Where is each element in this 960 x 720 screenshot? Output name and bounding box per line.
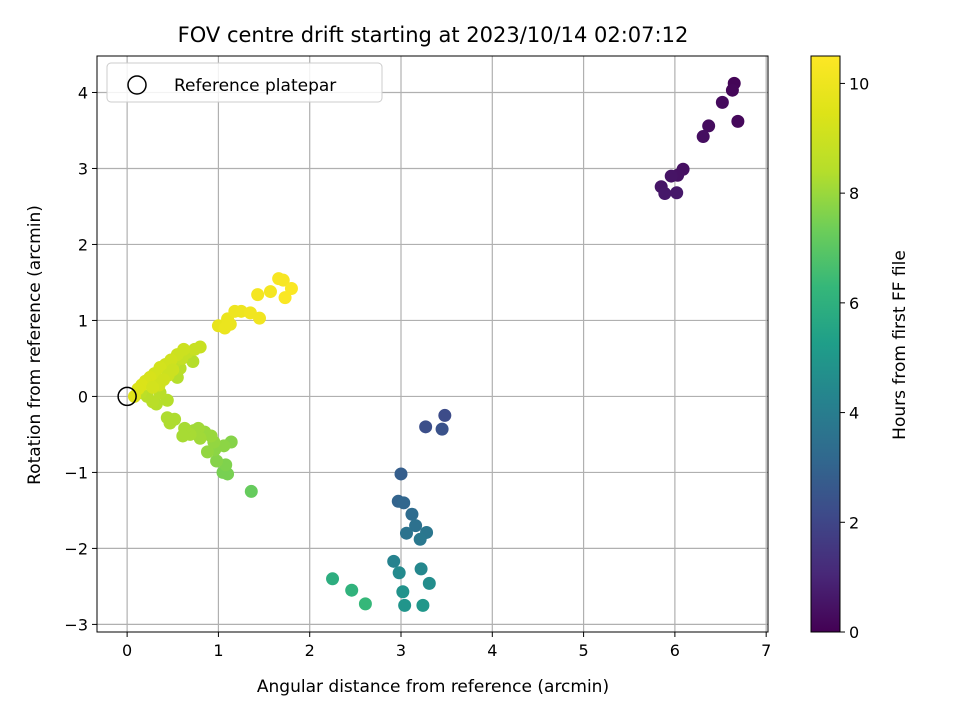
colorbar-gradient (810, 55, 841, 633)
scatter-point (413, 532, 427, 546)
colorbar-label: Hours from first FF file (890, 250, 910, 440)
scatter-point (715, 95, 729, 109)
x-tick-label: 5 (578, 641, 588, 660)
scatter-point (345, 583, 359, 597)
x-axis-ticks: 0 1 2 3 4 5 6 7 (122, 632, 771, 660)
y-axis-label: Rotation from reference (arcmin) (25, 205, 45, 485)
x-tick-label: 2 (305, 641, 315, 660)
scatter-point (193, 340, 207, 354)
scatter-point (725, 83, 739, 97)
scatter-point (176, 429, 190, 443)
scatter-point (435, 422, 449, 436)
scatter-point (284, 282, 298, 296)
scatter-point (276, 273, 290, 287)
scatter-point (358, 597, 372, 611)
scatter-point (396, 585, 410, 599)
y-tick-label: 3 (78, 159, 88, 178)
chart-title: FOV centre drift starting at 2023/10/14 … (178, 23, 689, 47)
scatter-point (398, 598, 412, 612)
scatter-point (244, 484, 258, 498)
scatter-point (658, 187, 672, 201)
scatter-point (664, 169, 678, 183)
scatter-point (263, 285, 277, 299)
y-tick-label: −3 (64, 615, 88, 634)
legend: Reference platepar (106, 62, 383, 103)
y-tick-label: −2 (64, 539, 88, 558)
y-tick-label: 4 (78, 83, 88, 102)
y-tick-label: 2 (78, 235, 88, 254)
scatter-point (387, 554, 401, 568)
scatter-point (251, 288, 265, 302)
colorbar-tick-label: 6 (849, 294, 859, 313)
scatter-point (438, 408, 452, 422)
scatter-point (193, 431, 207, 445)
legend-box (106, 62, 383, 103)
colorbar-tick-label: 0 (849, 623, 859, 642)
scatter-point (670, 186, 684, 200)
x-tick-label: 4 (487, 641, 497, 660)
legend-reference-marker (127, 75, 147, 95)
scatter-point (278, 291, 292, 305)
scatter-point (326, 572, 340, 586)
x-tick-label: 7 (761, 641, 771, 660)
colorbar-tick-label: 2 (849, 513, 859, 532)
colorbar: 0 2 4 6 8 10 Hours from first FF file (810, 55, 910, 642)
scatter-point (127, 389, 141, 403)
scatter-point (200, 445, 214, 459)
scatter-point (394, 467, 408, 481)
y-tick-label: 1 (78, 311, 88, 330)
scatter-point (416, 598, 430, 612)
scatter-point (160, 411, 174, 425)
x-axis-label: Angular distance from reference (arcmin) (257, 677, 609, 697)
scatter-point (210, 454, 224, 468)
scatter-point (223, 317, 237, 331)
colorbar-ticks: 0 2 4 6 8 10 (840, 74, 869, 642)
x-tick-label: 1 (213, 641, 223, 660)
scatter-point (696, 130, 710, 144)
colorbar-tick-label: 4 (849, 404, 859, 423)
scatter-point (399, 526, 413, 540)
y-axis-ticks: −3 −2 −1 0 1 2 3 4 (64, 83, 97, 634)
x-tick-label: 0 (122, 641, 132, 660)
y-tick-label: −1 (64, 463, 88, 482)
legend-entry-reference: Reference platepar (174, 76, 336, 96)
y-tick-label: 0 (78, 387, 88, 406)
scatter-point (422, 576, 436, 590)
scatter-point (397, 496, 411, 510)
scatter-points (127, 76, 745, 612)
grid-lines (97, 56, 768, 632)
x-tick-label: 3 (396, 641, 406, 660)
colorbar-tick-label: 10 (849, 74, 869, 93)
scatter-point (253, 311, 267, 325)
axes-frame (96, 55, 769, 633)
scatter-point (731, 114, 745, 128)
scatter-point (146, 380, 160, 394)
reference-marker-layer (117, 386, 137, 407)
scatter-point (392, 566, 406, 580)
scatter-point (702, 119, 716, 133)
x-tick-label: 6 (670, 641, 680, 660)
scatter-point (414, 562, 428, 576)
colorbar-tick-label: 8 (849, 184, 859, 203)
scatter-point (405, 507, 419, 521)
reference-platepar-marker (117, 386, 137, 407)
scatter-point (409, 519, 423, 533)
scatter-point (419, 420, 433, 434)
